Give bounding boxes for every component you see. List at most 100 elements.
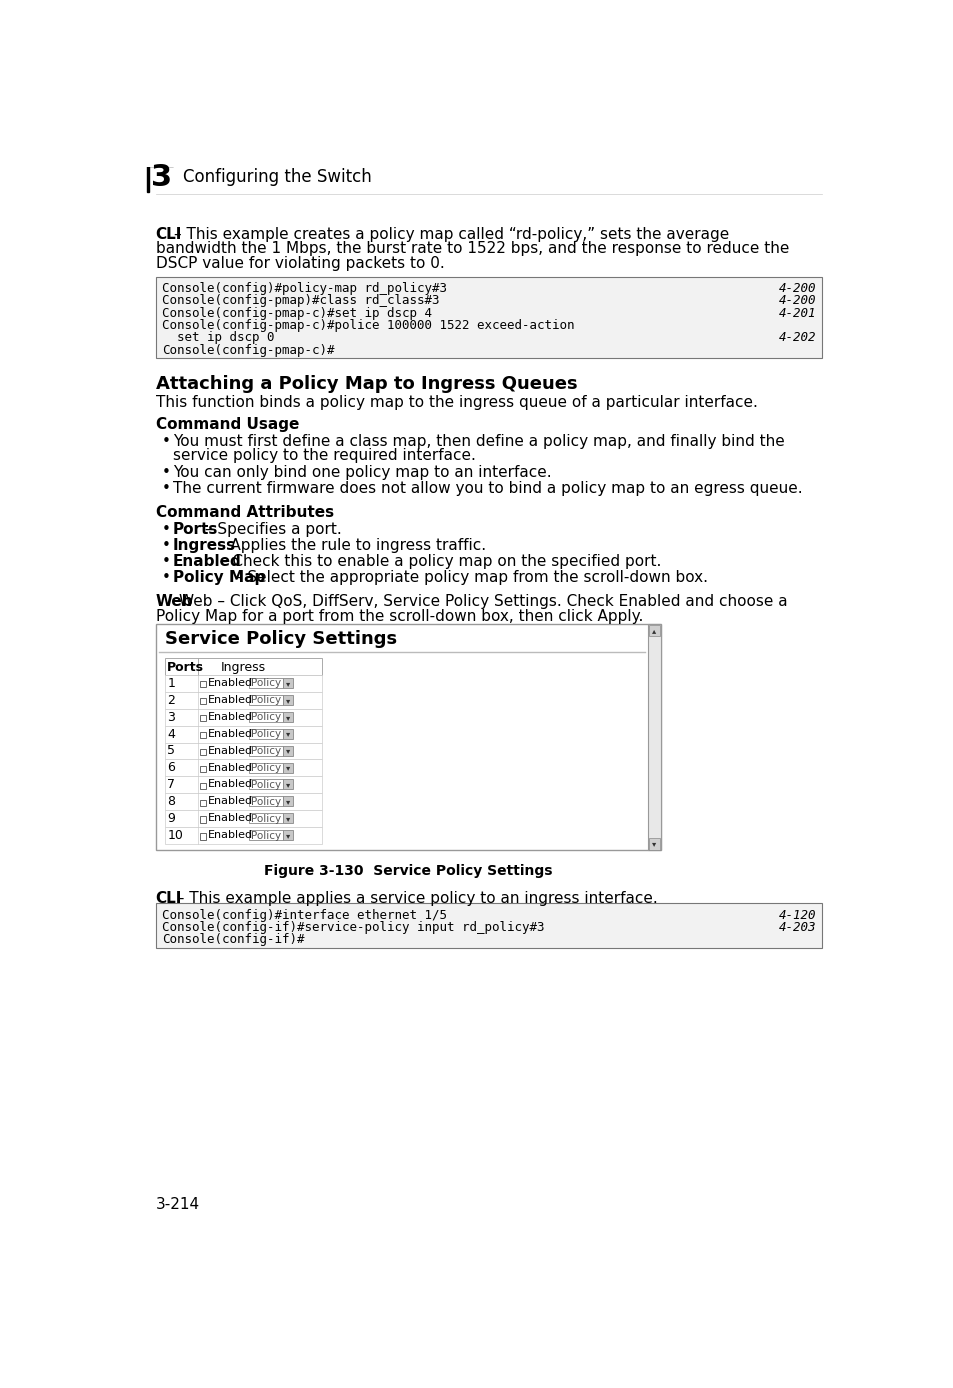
Text: 4: 4 — [167, 727, 175, 741]
Text: You can only bind one policy map to an interface.: You can only bind one policy map to an i… — [172, 465, 551, 479]
Text: CLI: CLI — [155, 891, 182, 906]
Text: ▾: ▾ — [285, 763, 290, 773]
Bar — [282, 677, 293, 688]
Text: Console(config-pmap-c)#police 100000 1522 exceed-action: Console(config-pmap-c)#police 100000 152… — [162, 319, 574, 332]
Text: ▾: ▾ — [285, 831, 290, 840]
Text: – Select the appropriate policy map from the scroll-down box.: – Select the appropriate policy map from… — [230, 570, 707, 584]
Text: 7: 7 — [167, 779, 175, 791]
Text: •: • — [162, 480, 171, 496]
Text: ▾: ▾ — [285, 815, 290, 823]
Text: Command Attributes: Command Attributes — [155, 505, 334, 519]
Text: Policy: Policy — [251, 712, 281, 722]
Text: ▾: ▾ — [285, 747, 290, 755]
Text: Attaching a Policy Map to Ingress Queues: Attaching a Policy Map to Ingress Queues — [155, 375, 577, 393]
Bar — [282, 712, 293, 722]
Bar — [199, 816, 206, 823]
Text: Ports: Ports — [167, 661, 204, 675]
Text: Enabled: Enabled — [208, 762, 253, 773]
Text: ▾: ▾ — [285, 695, 290, 705]
Bar — [199, 698, 206, 704]
Text: ▾: ▾ — [285, 712, 290, 722]
Bar — [249, 797, 282, 806]
Text: 4-120: 4-120 — [778, 909, 815, 922]
Bar — [155, 904, 821, 948]
Text: Figure 3-130  Service Policy Settings: Figure 3-130 Service Policy Settings — [264, 865, 552, 879]
Bar — [199, 682, 206, 687]
Text: – Applies the rule to ingress traffic.: – Applies the rule to ingress traffic. — [213, 537, 486, 552]
Text: Console(config-pmap-c)#: Console(config-pmap-c)# — [162, 344, 334, 357]
Text: Enabled: Enabled — [208, 677, 253, 688]
Text: CLI: CLI — [155, 226, 182, 242]
Text: •: • — [162, 522, 171, 537]
Bar — [165, 759, 321, 776]
Text: Enabled: Enabled — [172, 554, 241, 569]
Bar — [155, 276, 821, 358]
Text: Policy: Policy — [251, 745, 281, 756]
Bar — [282, 780, 293, 790]
Bar — [147, 162, 173, 165]
Text: Enabled: Enabled — [208, 712, 253, 722]
Text: •: • — [162, 537, 171, 552]
Bar — [165, 726, 321, 743]
Bar — [199, 799, 206, 805]
Bar — [282, 695, 293, 705]
Bar — [165, 811, 321, 827]
Bar — [155, 625, 660, 851]
Bar — [199, 715, 206, 720]
Text: Enabled: Enabled — [208, 729, 253, 738]
Bar — [165, 794, 321, 811]
Text: Console(config-if)#: Console(config-if)# — [162, 934, 304, 947]
Text: This function binds a policy map to the ingress queue of a particular interface.: This function binds a policy map to the … — [155, 396, 757, 411]
Bar — [249, 695, 282, 705]
Bar — [282, 797, 293, 806]
Text: ▾: ▾ — [285, 730, 290, 738]
Text: Policy: Policy — [251, 830, 281, 841]
Bar — [165, 691, 321, 709]
Bar — [249, 712, 282, 722]
Bar — [165, 658, 321, 675]
Bar — [249, 762, 282, 773]
Bar — [282, 729, 293, 738]
Text: Service Policy Settings: Service Policy Settings — [165, 630, 396, 648]
Bar — [199, 731, 206, 738]
Text: Policy: Policy — [251, 763, 281, 773]
Bar — [199, 833, 206, 840]
Text: Console(config-if)#service-policy input rd_policy#3: Console(config-if)#service-policy input … — [162, 922, 544, 934]
Text: 10: 10 — [167, 829, 183, 843]
Text: •: • — [162, 554, 171, 569]
Text: Console(config-pmap-c)#set ip dscp 4: Console(config-pmap-c)#set ip dscp 4 — [162, 307, 432, 319]
Bar — [648, 625, 659, 636]
Text: Command Usage: Command Usage — [155, 416, 298, 432]
Bar — [165, 675, 321, 691]
Bar — [282, 762, 293, 773]
Text: 4-203: 4-203 — [778, 922, 815, 934]
Text: •: • — [162, 570, 171, 584]
Text: 6: 6 — [167, 762, 175, 775]
Text: Enabled: Enabled — [208, 797, 253, 806]
Bar — [199, 783, 206, 788]
Text: Policy: Policy — [251, 797, 281, 806]
Text: •: • — [162, 465, 171, 479]
Bar — [147, 162, 150, 192]
Text: Policy: Policy — [251, 780, 281, 790]
Text: Enabled: Enabled — [208, 780, 253, 790]
Text: Console(config)#interface ethernet 1/5: Console(config)#interface ethernet 1/5 — [162, 909, 446, 922]
Text: •: • — [162, 434, 171, 448]
Text: Configuring the Switch: Configuring the Switch — [183, 168, 371, 186]
Bar — [249, 729, 282, 738]
Bar — [648, 838, 659, 849]
Text: Policy: Policy — [251, 729, 281, 738]
Text: Enabled: Enabled — [208, 830, 253, 840]
Text: 3-214: 3-214 — [155, 1198, 199, 1212]
Bar — [249, 745, 282, 755]
Text: Ingress: Ingress — [172, 537, 235, 552]
Text: set ip dscp 0: set ip dscp 0 — [162, 332, 274, 344]
Text: ▾: ▾ — [285, 797, 290, 806]
Text: 9: 9 — [167, 812, 175, 826]
Text: – This example creates a policy map called “rd-policy,” sets the average: – This example creates a policy map call… — [174, 226, 729, 242]
Bar — [647, 625, 660, 851]
Bar — [249, 830, 282, 840]
Text: ▾: ▾ — [285, 780, 290, 790]
Text: Policy Map: Policy Map — [172, 570, 265, 584]
Text: bandwidth the 1 Mbps, the burst rate to 1522 bps, and the response to reduce the: bandwidth the 1 Mbps, the burst rate to … — [155, 242, 788, 257]
